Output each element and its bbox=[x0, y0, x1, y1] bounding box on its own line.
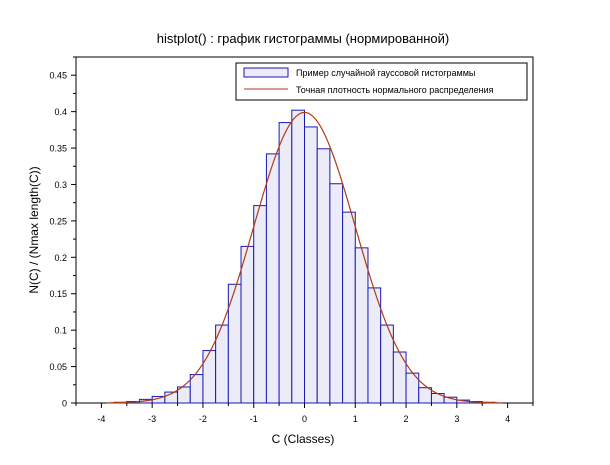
chart-title: histplot() : график гистограммы (нормиро… bbox=[157, 31, 450, 46]
histogram-bar bbox=[202, 350, 217, 404]
histogram-bar bbox=[418, 387, 432, 404]
y-tick-label: 0.1 bbox=[54, 326, 67, 336]
histogram-bar bbox=[430, 393, 445, 404]
x-tick-label: 2 bbox=[404, 414, 409, 424]
histogram-bar bbox=[354, 247, 369, 404]
x-tick-label: -4 bbox=[97, 414, 105, 424]
legend-bar-swatch bbox=[243, 67, 289, 78]
histogram-bar bbox=[265, 153, 280, 404]
legend-label-histogram: Пример случайной гауссовой гистограммы bbox=[296, 68, 475, 78]
density-curve bbox=[106, 111, 503, 404]
histogram-bar bbox=[278, 122, 293, 404]
y-tick-label: 0.35 bbox=[49, 144, 67, 154]
x-tick-label: 4 bbox=[505, 414, 510, 424]
x-tick-label: -3 bbox=[148, 414, 156, 424]
histogram-bar bbox=[367, 287, 382, 404]
y-tick-label: 0.4 bbox=[54, 107, 67, 117]
y-axis-label: N(C) / (Nmax length(C)) bbox=[27, 166, 41, 293]
histogram-bar bbox=[253, 205, 267, 404]
x-axis: -4 -3 -2 -1 0 1 2 3 4 bbox=[75, 403, 534, 424]
x-tick-label: 1 bbox=[353, 414, 358, 424]
legend: Пример случайной гауссовой гистограммы Т… bbox=[235, 62, 528, 101]
histogram-bar bbox=[189, 374, 204, 404]
y-tick-label: 0.25 bbox=[49, 216, 67, 226]
y-tick-label: 0.05 bbox=[49, 362, 67, 372]
histogram-bar bbox=[342, 211, 356, 404]
y-tick-label: 0.3 bbox=[54, 180, 67, 190]
y-axis: 0 0.05 0.1 0.15 0.2 0.25 0.3 0.35 0.4 0.45 bbox=[49, 56, 76, 409]
y-tick-label: 0.45 bbox=[49, 71, 67, 81]
y-tick-label: 0.2 bbox=[54, 253, 67, 263]
y-tick-label: 0.15 bbox=[49, 289, 67, 299]
x-axis-label: C (Classes) bbox=[272, 432, 335, 446]
y-tick-label: 0 bbox=[62, 399, 67, 409]
plot-area bbox=[75, 56, 534, 404]
histogram-bar bbox=[304, 126, 318, 404]
x-tick-label: 0 bbox=[302, 414, 307, 424]
histogram-bar bbox=[316, 148, 331, 404]
histogram-bar bbox=[329, 183, 344, 404]
histogram-bar bbox=[291, 109, 305, 404]
histogram-bar bbox=[240, 245, 255, 404]
x-tick-label: 3 bbox=[454, 414, 459, 424]
x-tick-label: -1 bbox=[250, 414, 258, 424]
legend-label-density: Точная плотность нормального распределен… bbox=[296, 85, 494, 95]
x-tick-label: -2 bbox=[199, 414, 207, 424]
